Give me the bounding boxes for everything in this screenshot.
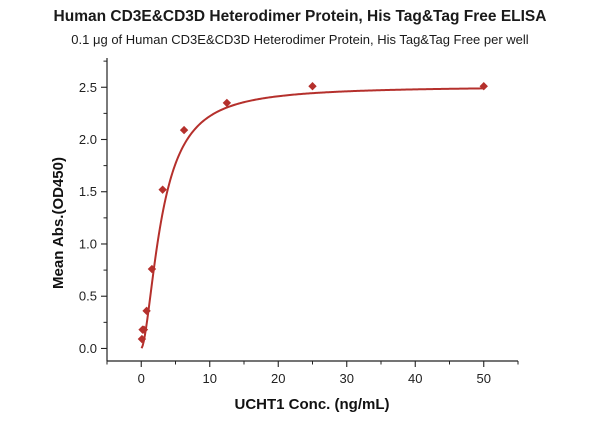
y-tick-label: 2.0 xyxy=(79,132,97,147)
fit-curve-layer xyxy=(140,87,484,349)
x-axis-label: UCHT1 Conc. (ng/mL) xyxy=(235,396,390,413)
axes: 0 10 20 30 40 50 0.0 0.5 1.0 1.5 2.0 2.5 xyxy=(79,58,519,386)
x-tick-label: 20 xyxy=(271,371,285,386)
y-tick-label: 2.5 xyxy=(79,80,97,95)
data-point xyxy=(137,334,147,344)
x-tick-label: 10 xyxy=(203,371,217,386)
data-points-layer xyxy=(137,82,488,344)
data-point xyxy=(308,82,317,91)
x-tick-label: 30 xyxy=(340,371,354,386)
data-point xyxy=(147,264,157,274)
x-tick-label: 0 xyxy=(138,371,145,386)
x-tick-label: 40 xyxy=(408,371,422,386)
data-point xyxy=(479,82,488,91)
data-point xyxy=(142,306,151,316)
data-point xyxy=(158,185,167,194)
data-point xyxy=(139,325,149,334)
y-axis-label: Mean Abs.(OD450) xyxy=(50,157,67,289)
fit-curve xyxy=(140,87,484,349)
x-tick-label: 50 xyxy=(477,371,491,386)
y-tick-label: 0.5 xyxy=(79,289,97,304)
y-tick-label: 1.0 xyxy=(79,236,97,251)
y-tick-label: 1.5 xyxy=(79,184,97,199)
chart-title: Human CD3E&CD3D Heterodimer Protein, His… xyxy=(53,8,547,25)
chart-subtitle: 0.1 μg of Human CD3E&CD3D Heterodimer Pr… xyxy=(71,32,529,47)
y-tick-label: 0.0 xyxy=(79,341,97,356)
data-point xyxy=(179,125,189,135)
data-point xyxy=(222,98,232,108)
